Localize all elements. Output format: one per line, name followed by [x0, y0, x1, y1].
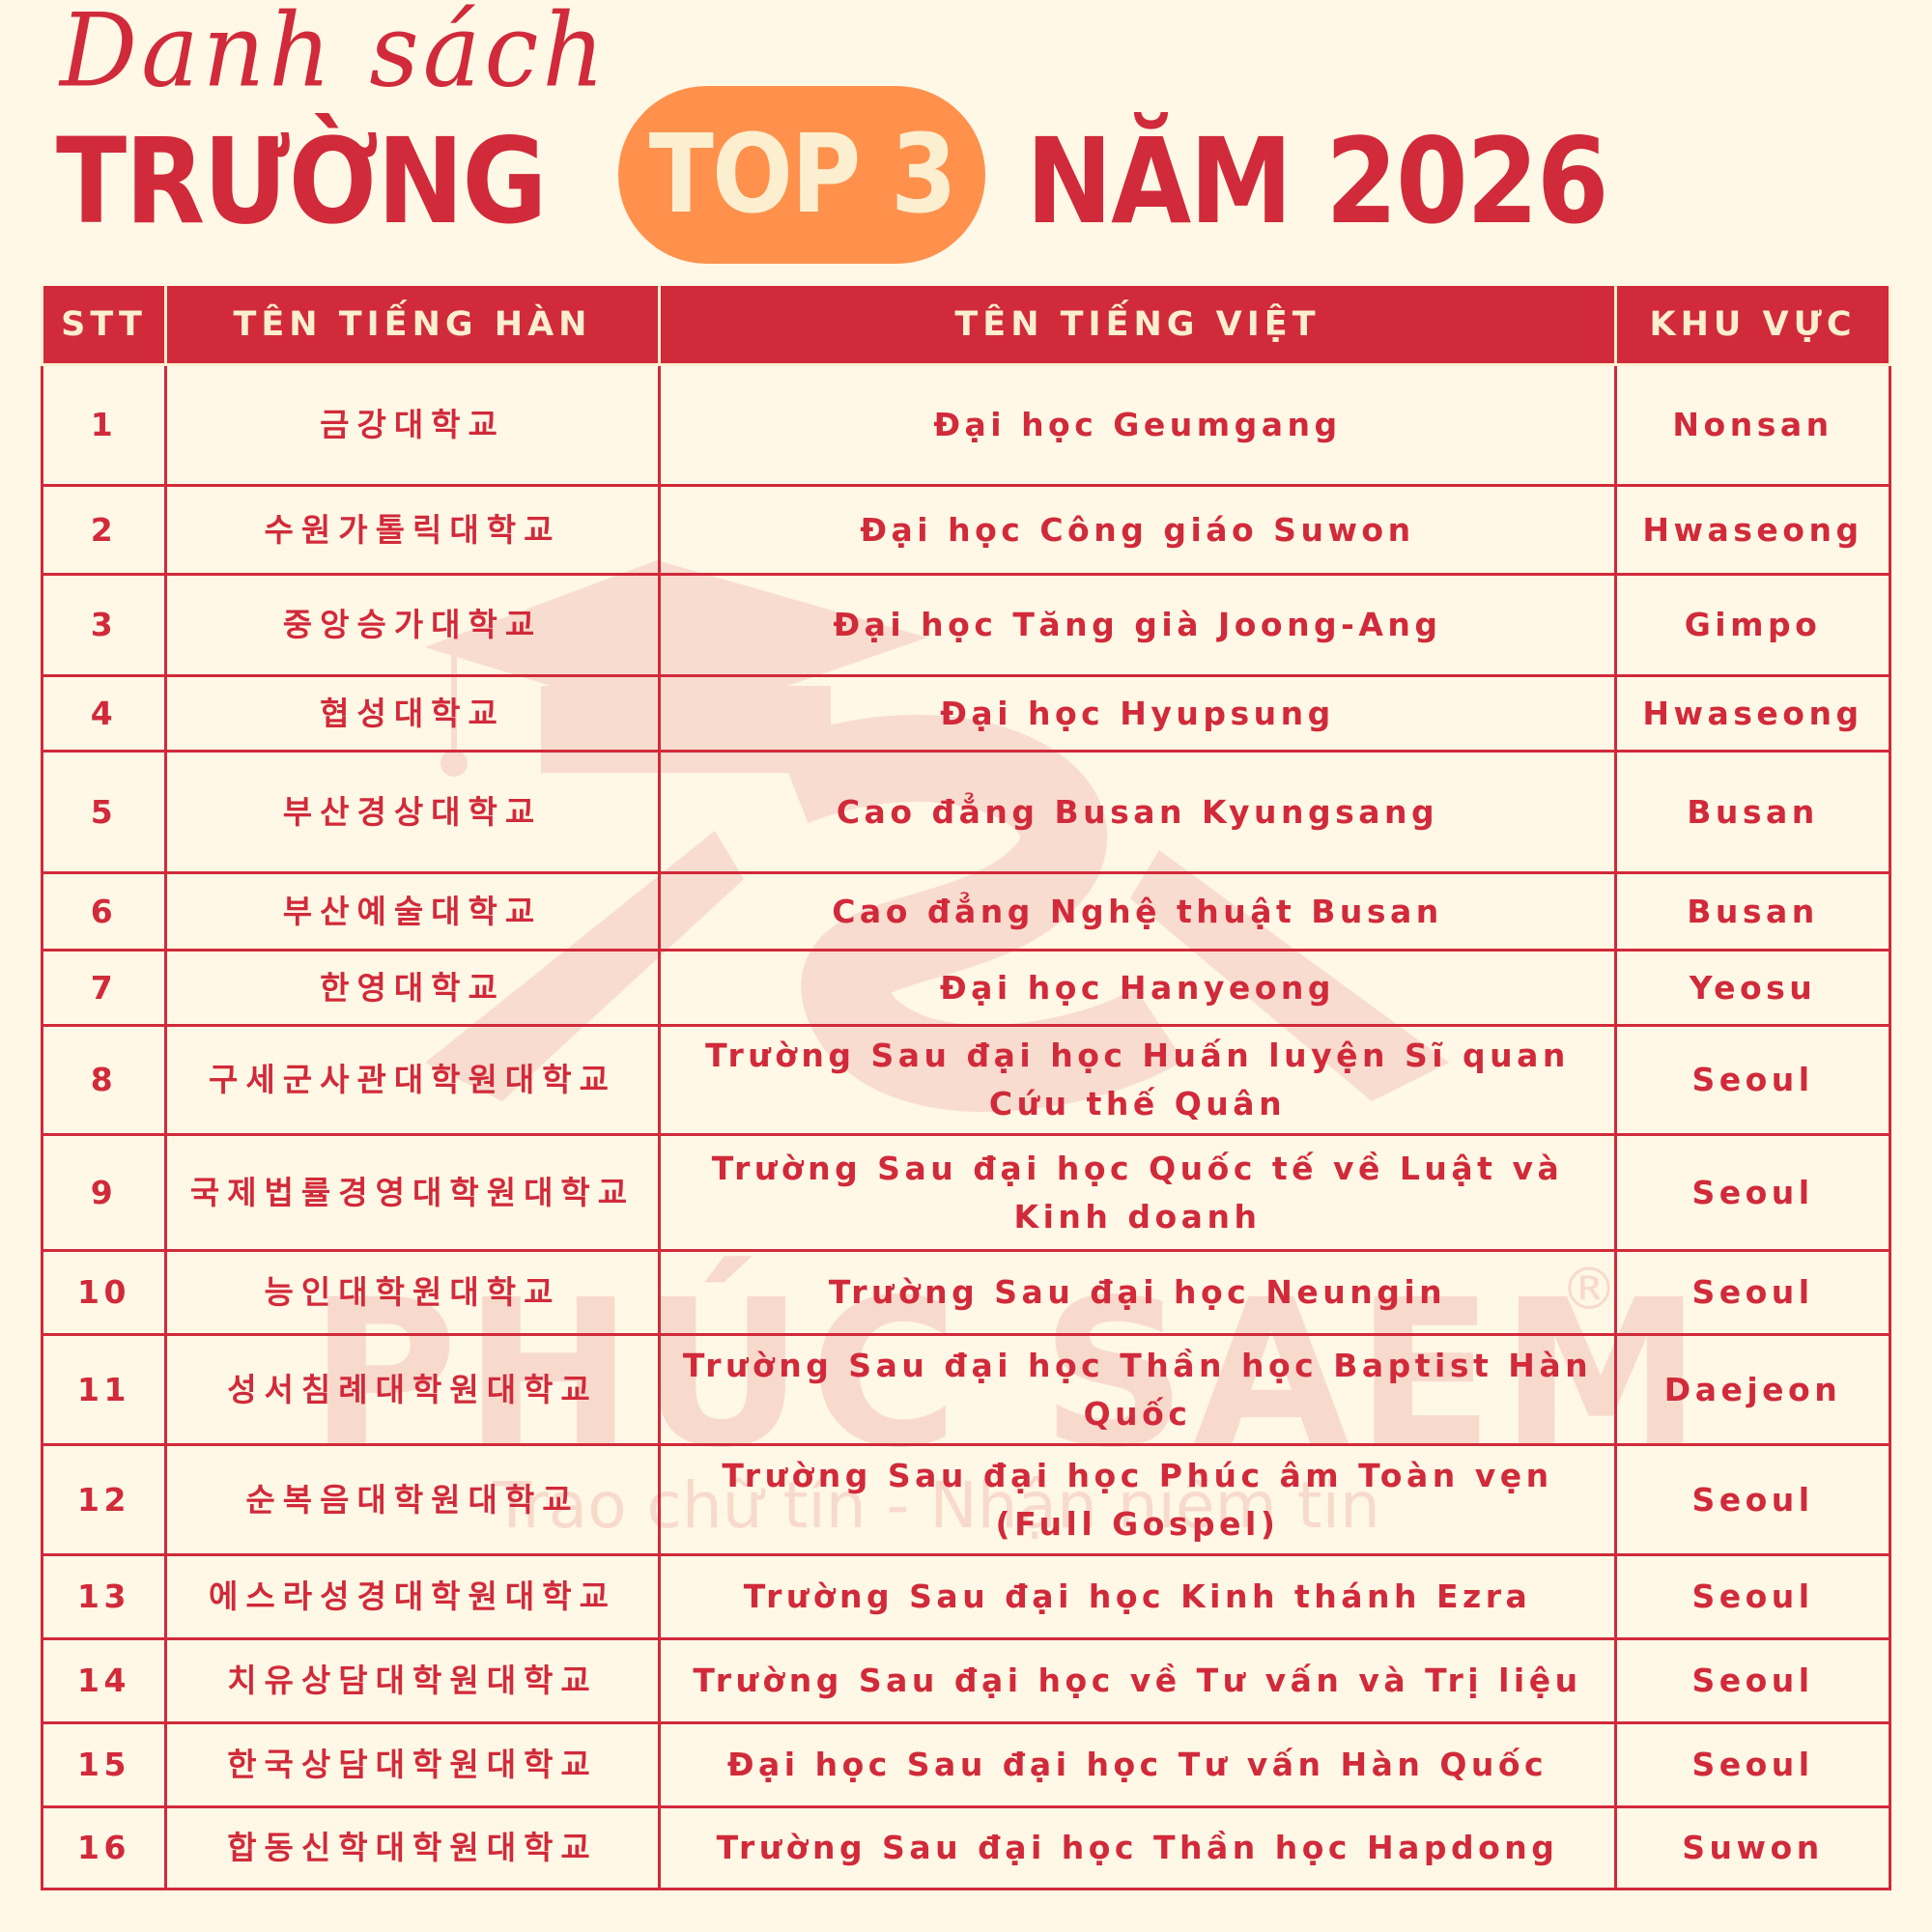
region-cell: Seoul — [1614, 1024, 1891, 1136]
vietnamese-name-cell: Trường Sau đại học Huấn luyện Sĩ quan Cứ… — [658, 1024, 1617, 1136]
vietnamese-name-cell: Đại học Hyupsung — [658, 674, 1617, 753]
vietnamese-name-cell: Đại học Tăng già Joong-Ang — [658, 573, 1617, 677]
table-row: 5 부산경상대학교 Cao đẳng Busan Kyungsang Busan — [41, 750, 1891, 874]
script-title: Danh sách — [60, 0, 609, 110]
region-cell: Gimpo — [1614, 573, 1891, 677]
vietnamese-name-cell: Trường Sau đại học Phúc âm Toàn vẹn (Ful… — [658, 1443, 1617, 1556]
region-cell: Suwon — [1614, 1805, 1891, 1890]
vietnamese-name-cell: Đại học Geumgang — [658, 363, 1617, 487]
korean-name-cell: 국제법률경영대학원대학교 — [164, 1133, 661, 1252]
title-nam-2026: NĂM 2026 — [1026, 113, 1609, 250]
region-cell: Busan — [1614, 750, 1891, 874]
col-header-stt: STT — [41, 286, 167, 366]
table-row: 8 구세군사관대학원대학교 Trường Sau đại học Huấn luyệ… — [41, 1024, 1891, 1136]
table-row: 12 순복음대학원대학교 Trường Sau đại học Phúc âm To… — [41, 1443, 1891, 1556]
vietnamese-name-cell: Cao đẳng Busan Kyungsang — [658, 750, 1617, 874]
region-cell: Nonsan — [1614, 363, 1891, 487]
vietnamese-name-cell: Trường Sau đại học Thần học Baptist Hàn … — [658, 1333, 1617, 1446]
korean-name-cell: 능인대학원대학교 — [164, 1249, 661, 1336]
table-row: 14 치유상담대학원대학교 Trường Sau đại học về Tư vấn… — [41, 1637, 1891, 1724]
korean-name-cell: 중앙승가대학교 — [164, 573, 661, 677]
top3-badge: TOP 3 — [618, 86, 985, 264]
row-number-cell: 8 — [41, 1024, 167, 1136]
vietnamese-name-cell: Trường Sau đại học Thần học Hapdong — [658, 1805, 1617, 1890]
row-number-cell: 14 — [41, 1637, 167, 1724]
table-row: 6 부산예술대학교 Cao đẳng Nghệ thuật Busan Busan — [41, 871, 1891, 952]
top3-badge-text: TOP 3 — [648, 112, 956, 238]
row-number-cell: 1 — [41, 363, 167, 487]
table-row: 2 수원가톨릭대학교 Đại học Công giáo Suwon Hwaseong — [41, 484, 1891, 576]
korean-name-cell: 부산예술대학교 — [164, 871, 661, 952]
korean-name-cell: 순복음대학원대학교 — [164, 1443, 661, 1556]
korean-name-cell: 협성대학교 — [164, 674, 661, 753]
row-number-cell: 10 — [41, 1249, 167, 1336]
vietnamese-name-cell: Trường Sau đại học về Tư vấn và Trị liệu — [658, 1637, 1617, 1724]
table-row: 16 합동신학대학원대학교 Trường Sau đại học Thần học … — [41, 1805, 1891, 1890]
table-row: 15 한국상담대학원대학교 Đại học Sau đại học Tư vấn H… — [41, 1721, 1891, 1808]
table-row: 10 능인대학원대학교 Trường Sau đại học Neungin Seou… — [41, 1249, 1891, 1336]
table-row: 11 성서침례대학원대학교 Trường Sau đại học Thần học … — [41, 1333, 1891, 1446]
korean-name-cell: 부산경상대학교 — [164, 750, 661, 874]
korean-name-cell: 성서침례대학원대학교 — [164, 1333, 661, 1446]
row-number-cell: 7 — [41, 949, 167, 1027]
vietnamese-name-cell: Cao đẳng Nghệ thuật Busan — [658, 871, 1617, 952]
vietnamese-name-cell: Trường Sau đại học Kinh thánh Ezra — [658, 1553, 1617, 1640]
row-number-cell: 12 — [41, 1443, 167, 1556]
region-cell: Daejeon — [1614, 1333, 1891, 1446]
table-row: 7 한영대학교 Đại học Hanyeong Yeosu — [41, 949, 1891, 1027]
region-cell: Busan — [1614, 871, 1891, 952]
region-cell: Seoul — [1614, 1249, 1891, 1336]
korean-name-cell: 금강대학교 — [164, 363, 661, 487]
col-header-vietnamese-name: TÊN TIẾNG VIỆT — [658, 286, 1617, 366]
title-truong: TRƯỜNG — [56, 113, 548, 250]
col-header-korean-name: TÊN TIẾNG HÀN — [164, 286, 661, 366]
row-number-cell: 15 — [41, 1721, 167, 1808]
region-cell: Hwaseong — [1614, 484, 1891, 576]
row-number-cell: 13 — [41, 1553, 167, 1640]
table-row: 9 국제법률경영대학원대학교 Trường Sau đại học Quốc tế … — [41, 1133, 1891, 1252]
col-header-region: KHU VỰC — [1614, 286, 1891, 366]
row-number-cell: 11 — [41, 1333, 167, 1446]
row-number-cell: 16 — [41, 1805, 167, 1890]
table-row: 13 에스라성경대학원대학교 Trường Sau đại học Kinh thá… — [41, 1553, 1891, 1640]
table-row: 1 금강대학교 Đại học Geumgang Nonsan — [41, 363, 1891, 487]
region-cell: Seoul — [1614, 1553, 1891, 1640]
row-number-cell: 2 — [41, 484, 167, 576]
region-cell: Seoul — [1614, 1637, 1891, 1724]
korean-name-cell: 한국상담대학원대학교 — [164, 1721, 661, 1808]
korean-name-cell: 에스라성경대학원대학교 — [164, 1553, 661, 1640]
row-number-cell: 5 — [41, 750, 167, 874]
region-cell: Seoul — [1614, 1133, 1891, 1252]
region-cell: Seoul — [1614, 1443, 1891, 1556]
row-number-cell: 6 — [41, 871, 167, 952]
korean-name-cell: 구세군사관대학원대학교 — [164, 1024, 661, 1136]
vietnamese-name-cell: Đại học Sau đại học Tư vấn Hàn Quốc — [658, 1721, 1617, 1808]
school-table: STT TÊN TIẾNG HÀN TÊN TIẾNG VIỆT KHU VỰC… — [41, 286, 1891, 1890]
vietnamese-name-cell: Trường Sau đại học Quốc tế về Luật và Ki… — [658, 1133, 1617, 1252]
vietnamese-name-cell: Đại học Công giáo Suwon — [658, 484, 1617, 576]
vietnamese-name-cell: Đại học Hanyeong — [658, 949, 1617, 1027]
table-row: 4 협성대학교 Đại học Hyupsung Hwaseong — [41, 674, 1891, 753]
korean-name-cell: 수원가톨릭대학교 — [164, 484, 661, 576]
table-row: 3 중앙승가대학교 Đại học Tăng già Joong-Ang Gimpo — [41, 573, 1891, 677]
row-number-cell: 9 — [41, 1133, 167, 1252]
korean-name-cell: 치유상담대학원대학교 — [164, 1637, 661, 1724]
korean-name-cell: 합동신학대학원대학교 — [164, 1805, 661, 1890]
row-number-cell: 3 — [41, 573, 167, 677]
region-cell: Yeosu — [1614, 949, 1891, 1027]
table-header: STT TÊN TIẾNG HÀN TÊN TIẾNG VIỆT KHU VỰC — [41, 286, 1891, 366]
region-cell: Hwaseong — [1614, 674, 1891, 753]
korean-name-cell: 한영대학교 — [164, 949, 661, 1027]
row-number-cell: 4 — [41, 674, 167, 753]
region-cell: Seoul — [1614, 1721, 1891, 1808]
vietnamese-name-cell: Trường Sau đại học Neungin — [658, 1249, 1617, 1336]
